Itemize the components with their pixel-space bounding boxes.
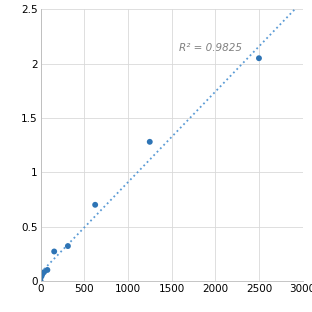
Point — [41, 270, 46, 275]
Text: R² = 0.9825: R² = 0.9825 — [178, 43, 241, 53]
Point — [40, 272, 45, 277]
Point — [52, 249, 57, 254]
Point — [45, 267, 50, 272]
Point — [38, 278, 43, 283]
Point — [93, 202, 98, 207]
Point — [147, 139, 152, 144]
Point — [256, 56, 261, 61]
Point — [66, 244, 71, 249]
Point — [39, 274, 44, 279]
